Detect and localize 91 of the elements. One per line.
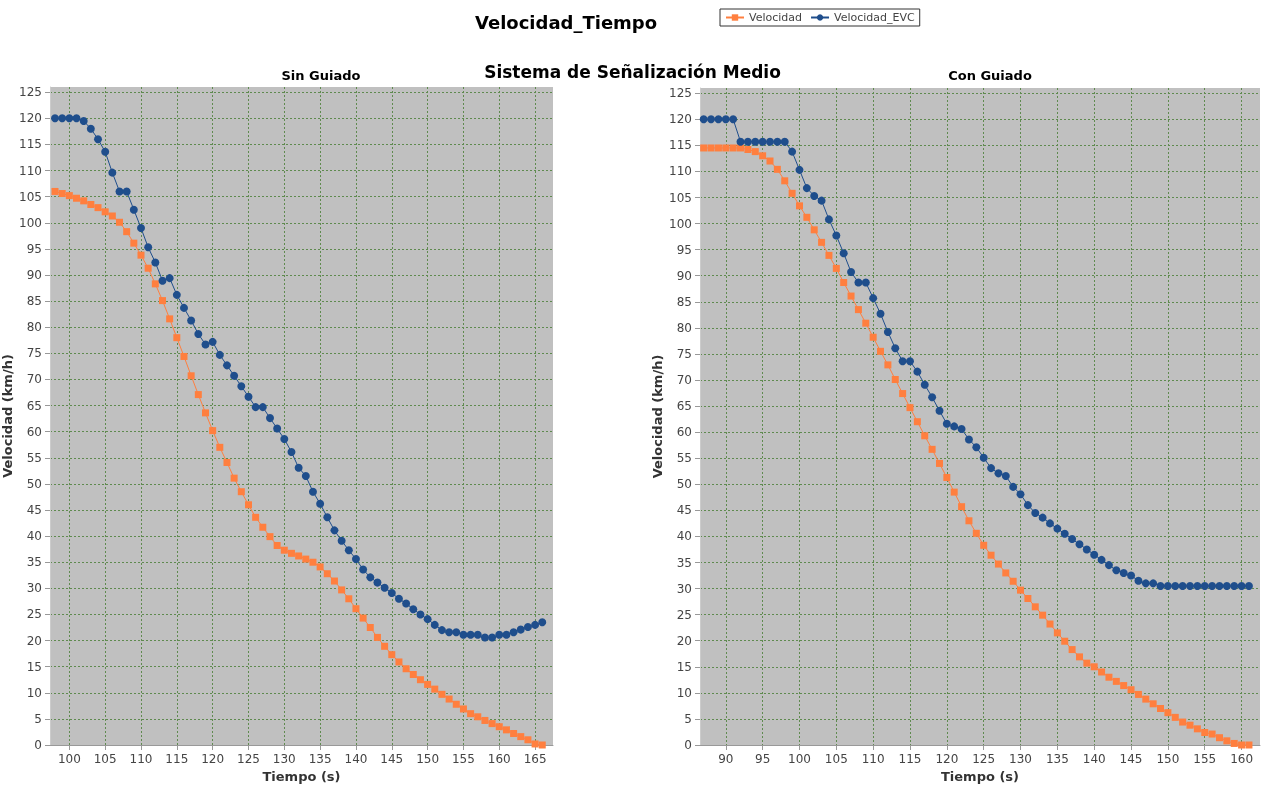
y-tick-label: 10: [676, 685, 692, 700]
x-tick-label: 95: [754, 752, 771, 766]
x-tick-label: 125: [972, 752, 996, 766]
y-tick-label: 120: [669, 112, 692, 127]
y-tick-label: 120: [19, 111, 42, 126]
y-tick-label: 0: [34, 738, 42, 752]
y-tick-label: 110: [19, 163, 42, 178]
x-tick-label: 140: [344, 752, 368, 766]
y-tick-label: 115: [669, 138, 692, 153]
text: Velocidad_Tiempo: [475, 11, 658, 33]
y-tick-label: 0: [684, 738, 692, 752]
x-tick-label: 150: [416, 752, 440, 766]
y-tick-label: 35: [676, 555, 692, 570]
y-tick-label: 50: [26, 476, 42, 491]
y-tick-label: 75: [676, 346, 692, 361]
y-tick-label: 5: [684, 711, 692, 726]
y-tick-label: 30: [26, 581, 42, 596]
x-tick-label: 165: [523, 752, 547, 766]
y-tick-label: 15: [26, 659, 42, 674]
y-tick-label: 75: [26, 346, 42, 361]
y-tick-label: 45: [676, 503, 692, 518]
x-axis-title: Tiempo (s): [940, 768, 1020, 784]
x-tick-label: 90: [718, 752, 734, 766]
y-tick-label: 20: [26, 633, 42, 648]
x-tick-label: 130: [272, 752, 296, 766]
x-tick-label: 115: [898, 752, 922, 766]
y-tick-label: 80: [676, 320, 692, 335]
y-tick-label: 95: [26, 241, 42, 256]
y-tick-label: 80: [26, 320, 42, 335]
x-tick-label: 140: [1082, 752, 1106, 766]
y-tick-label: 100: [669, 216, 692, 231]
x-tick-label: 120: [935, 752, 959, 766]
x-tick-label: 105: [93, 752, 117, 766]
y-tick-label: 40: [26, 529, 42, 544]
y-tick-label: 35: [26, 555, 42, 570]
y-tick-label: 10: [26, 685, 42, 700]
legend-label: Velocidad: [749, 11, 803, 24]
y-tick-label: 105: [19, 189, 42, 204]
y-tick-label: 30: [676, 581, 692, 596]
y-tick-label: 55: [676, 451, 692, 466]
x-tick-label: 100: [57, 752, 81, 766]
x-tick-label: 155: [1193, 752, 1217, 766]
x-tick-label: 115: [165, 752, 189, 766]
y-tick-label: 40: [676, 529, 692, 544]
y-axis-title: Velocidad (km/h): [650, 354, 665, 479]
y-tick-label: 110: [669, 164, 692, 179]
chart-title: Sin Guiado: [281, 68, 361, 83]
y-tick-label: 65: [676, 399, 692, 414]
y-tick-label: 105: [669, 190, 692, 205]
x-tick-label: 150: [1156, 752, 1180, 766]
text: Sistema de Señalización Medio: [484, 61, 781, 82]
x-tick-label: 145: [1119, 752, 1143, 766]
y-tick-label: 25: [676, 607, 692, 622]
y-tick-label: 45: [26, 503, 42, 517]
x-axis-title: Tiempo (s): [262, 768, 341, 784]
y-tick-label: 115: [19, 137, 42, 152]
x-tick-label: 105: [824, 752, 848, 766]
x-tick-label: 125: [237, 752, 260, 766]
x-tick-label: 145: [380, 752, 404, 766]
y-tick-label: 85: [676, 294, 692, 309]
y-tick-label: 20: [676, 633, 692, 648]
legend-label: Velocidad_EVC: [834, 11, 916, 24]
x-tick-label: 110: [129, 752, 153, 766]
y-tick-label: 85: [26, 294, 42, 309]
y-tick-label: 100: [19, 215, 42, 230]
x-tick-label: 100: [788, 752, 811, 766]
y-tick-label: 60: [26, 424, 42, 439]
x-tick-label: 135: [308, 752, 332, 766]
y-axis-title: Velocidad (km/h): [0, 354, 15, 478]
y-tick-label: 65: [26, 398, 42, 413]
y-tick-label: 90: [26, 268, 42, 282]
y-tick-label: 60: [676, 425, 692, 440]
x-tick-label: 160: [1230, 752, 1254, 766]
y-tick-label: 70: [676, 373, 692, 387]
y-tick-label: 15: [676, 659, 692, 674]
y-tick-label: 55: [26, 450, 42, 465]
chart-title: Con Guiado: [948, 68, 1032, 83]
x-tick-label: 110: [861, 752, 885, 766]
y-tick-label: 25: [26, 607, 42, 622]
y-tick-label: 125: [669, 86, 692, 101]
x-tick-label: 155: [451, 752, 475, 766]
y-tick-label: 5: [34, 711, 42, 726]
y-tick-label: 70: [26, 372, 42, 387]
x-tick-label: 130: [1009, 752, 1032, 766]
x-tick-label: 160: [487, 752, 511, 766]
y-tick-label: 90: [676, 268, 692, 283]
x-tick-label: 120: [201, 752, 225, 766]
x-tick-label: 135: [1045, 752, 1069, 766]
y-tick-label: 125: [19, 85, 42, 100]
y-tick-label: 50: [676, 477, 692, 492]
y-tick-label: 95: [676, 242, 692, 257]
